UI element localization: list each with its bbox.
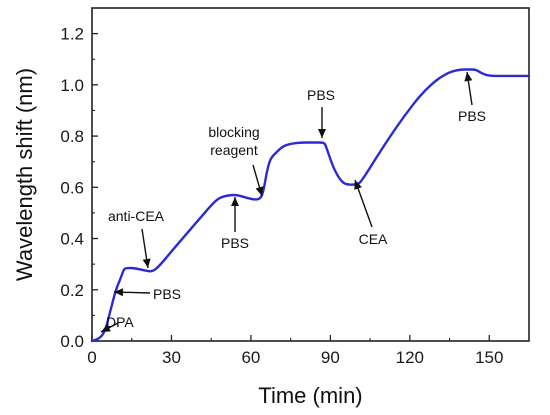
x-axis-title: Time (min) xyxy=(258,383,362,408)
annotation-label: PBS xyxy=(153,286,181,302)
annotation-arrowhead xyxy=(142,258,151,268)
x-tick-label: 150 xyxy=(475,348,503,367)
axis-ticks xyxy=(91,32,490,342)
x-tick-label: 0 xyxy=(87,348,96,367)
y-tick-label: 0.6 xyxy=(60,178,84,197)
y-axis-title: Wavelength shift (nm) xyxy=(12,68,37,281)
annotation-label: anti-CEA xyxy=(108,208,165,224)
axis-tick-labels: 0 30 60 90 120 150 0.0 0.2 0.4 0.6 0.8 1.0 1.2 xyxy=(60,25,503,367)
annotation-label: reagent xyxy=(210,142,258,158)
y-tick-label: 1.0 xyxy=(60,76,84,95)
annotation-label: CEA xyxy=(359,231,388,247)
annotation-label: blocking xyxy=(208,124,259,140)
x-tick-label: 30 xyxy=(162,348,181,367)
annotation-arrowhead xyxy=(114,288,124,297)
annotations: DPAPBSanti-CEAPBSblockingreagentPBSCEAPB… xyxy=(100,71,486,333)
y-tick-label: 1.2 xyxy=(60,25,84,44)
annotation-arrowhead xyxy=(318,129,326,138)
y-tick-label: 0.2 xyxy=(60,281,84,300)
annotation-arrowhead xyxy=(464,72,473,82)
y-tick-label: 0.0 xyxy=(60,332,84,351)
annotation-arrowhead xyxy=(354,180,362,190)
x-tick-label: 60 xyxy=(241,348,260,367)
x-tick-label: 120 xyxy=(396,348,424,367)
annotation-arrowhead xyxy=(101,324,111,332)
annotation-arrowhead xyxy=(231,197,239,206)
series-line xyxy=(90,68,531,343)
x-tick-label: 90 xyxy=(321,348,340,367)
plot-frame xyxy=(91,7,530,342)
y-tick-label: 0.4 xyxy=(60,230,84,249)
y-tick-label: 0.8 xyxy=(60,127,84,146)
annotation-arrowhead xyxy=(255,186,264,196)
annotation-label: PBS xyxy=(307,87,335,103)
annotation-label: PBS xyxy=(221,235,249,251)
annotation-label: PBS xyxy=(458,108,486,124)
